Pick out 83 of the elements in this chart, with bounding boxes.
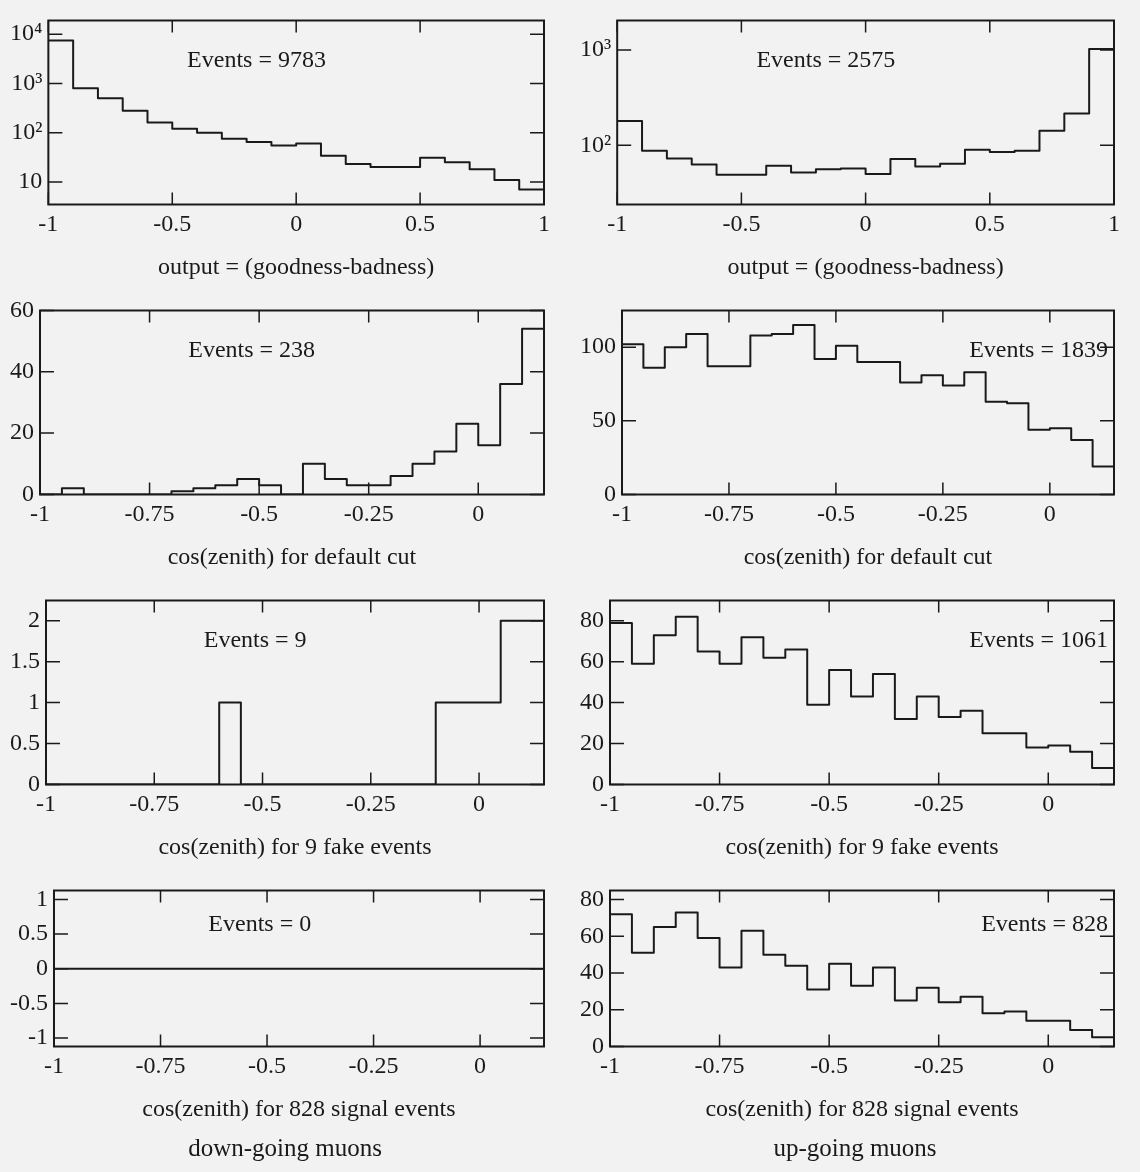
y-tick-label: 40 <box>10 357 34 384</box>
x-tick-label: -0.5 <box>248 1052 287 1079</box>
y-tick-label: 40 <box>580 958 604 985</box>
x-tick-label: -0.25 <box>343 500 394 527</box>
y-tick-label: -0.5 <box>9 988 48 1015</box>
x-tick-label: 0 <box>290 210 303 237</box>
x-tick-label: -0.25 <box>345 790 396 817</box>
y-tick-label: 1.5 <box>10 647 40 674</box>
x-axis-title: cos(zenith) for 828 signal events <box>142 1094 456 1121</box>
y-tick-label: 40 <box>580 687 604 714</box>
x-axis-title: output = (goodness-badness) <box>727 252 1004 279</box>
y-tick-label: 50 <box>592 406 616 433</box>
y-tick-label: 60 <box>580 647 604 674</box>
y-tick-label: 20 <box>580 728 604 755</box>
y-tick-label: 2 <box>28 606 40 633</box>
x-axis-title: cos(zenith) for 828 signal events <box>705 1094 1019 1121</box>
y-tick-label: 0.5 <box>17 919 48 946</box>
y-tick-label: 10 <box>18 167 43 194</box>
y-tick-label: -1 <box>27 1023 48 1050</box>
x-tick-label: -0.5 <box>243 790 282 817</box>
x-tick-label: -0.5 <box>810 1052 849 1079</box>
x-tick-label: 0 <box>1042 790 1055 817</box>
annotation: Events = 9783 <box>187 46 326 73</box>
annotation: Events = 2575 <box>756 46 896 73</box>
x-tick-label: -0.75 <box>135 1052 186 1079</box>
x-tick-label: -0.75 <box>124 500 175 527</box>
x-tick-label: -0.5 <box>722 210 761 237</box>
y-tick-label: 60 <box>580 921 604 948</box>
x-axis-title: cos(zenith) for 9 fake events <box>725 832 999 859</box>
annotation: Events = 1839 <box>969 336 1108 363</box>
y-tick-label: 80 <box>580 606 604 633</box>
x-tick-label: -0.5 <box>810 790 849 817</box>
y-tick-label: 0 <box>604 479 616 506</box>
y-tick-label: 1 <box>28 687 40 714</box>
x-tick-label: 0 <box>472 500 485 527</box>
y-tick-label: 10² <box>579 130 612 157</box>
x-tick-label: -0.75 <box>694 1052 745 1079</box>
y-tick-label: 100 <box>580 332 616 359</box>
x-axis-title: cos(zenith) for default cut <box>167 542 417 569</box>
x-tick-label: -0.25 <box>917 500 968 527</box>
x-tick-label: -0.25 <box>913 1052 964 1079</box>
y-tick-label: 10² <box>11 117 43 144</box>
x-tick-label: -0.75 <box>703 500 754 527</box>
y-tick-label: 20 <box>10 418 34 445</box>
x-tick-label: -0.25 <box>913 790 964 817</box>
y-tick-label: 10³ <box>579 35 612 62</box>
x-tick-label: 0 <box>473 790 486 817</box>
y-tick-label: 10³ <box>11 68 43 95</box>
y-tick-label: 0 <box>35 954 48 981</box>
x-axis-title: output = (goodness-badness) <box>158 252 435 279</box>
y-tick-label: 1 <box>35 884 48 911</box>
y-tick-label: 0 <box>22 479 34 506</box>
x-tick-label: 0 <box>859 210 872 237</box>
x-tick-label: 1 <box>538 210 550 237</box>
text: down-going muons <box>187 1134 383 1162</box>
x-tick-label: 0.5 <box>974 210 1005 237</box>
annotation: Events = 1061 <box>969 626 1108 653</box>
x-tick-label: -0.5 <box>240 500 279 527</box>
y-tick-label: 20 <box>580 994 604 1021</box>
y-tick-label: 60 <box>10 295 34 322</box>
text: up-going muons <box>772 1134 938 1162</box>
x-tick-label: 0 <box>1042 1052 1055 1079</box>
y-tick-label: 0 <box>592 769 604 796</box>
x-tick-label: 1 <box>1108 210 1120 237</box>
y-tick-label: 80 <box>580 884 604 911</box>
x-tick-label: -0.75 <box>129 790 180 817</box>
annotation: Events = 828 <box>981 910 1108 937</box>
annotation: Events = 0 <box>208 910 312 937</box>
annotation: Events = 238 <box>188 336 316 363</box>
y-tick-label: 0 <box>28 769 40 796</box>
x-tick-label: -0.25 <box>348 1052 399 1079</box>
y-tick-label: 10⁴ <box>9 19 43 46</box>
x-tick-label: -0.75 <box>694 790 745 817</box>
x-tick-label: 0 <box>1043 500 1056 527</box>
x-axis-title: cos(zenith) for 9 fake events <box>158 832 432 859</box>
annotation: Events = 9 <box>203 626 307 653</box>
y-tick-label: 0.5 <box>10 728 40 755</box>
x-tick-label: -0.5 <box>153 210 192 237</box>
x-tick-label: 0 <box>474 1052 487 1079</box>
x-axis-title: cos(zenith) for default cut <box>743 542 993 569</box>
x-tick-label: 0.5 <box>405 210 436 237</box>
x-tick-label: -0.5 <box>816 500 855 527</box>
y-tick-label: 0 <box>592 1031 604 1058</box>
